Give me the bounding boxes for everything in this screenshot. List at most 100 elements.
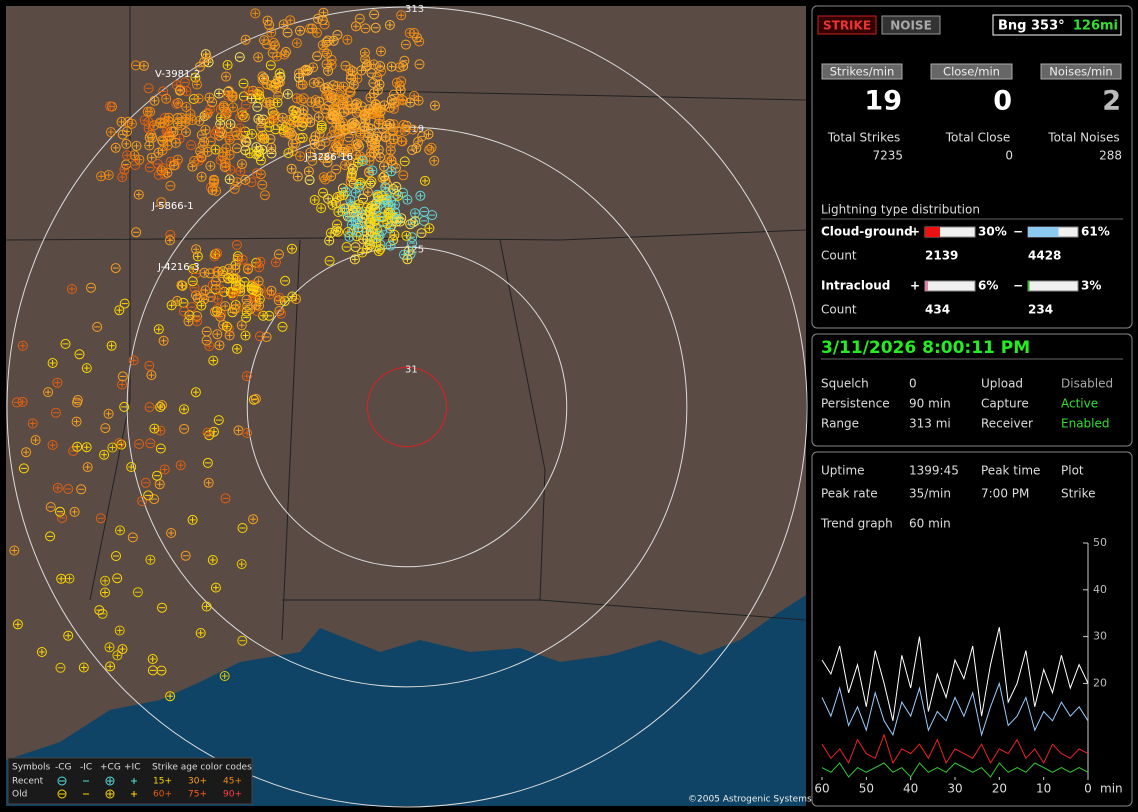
- strike-symbol: [424, 223, 435, 234]
- strike-symbol: [117, 379, 128, 390]
- noise-button-label[interactable]: NOISE: [890, 19, 932, 33]
- strike-symbol: [196, 300, 207, 311]
- strike-symbol: [344, 231, 355, 242]
- strike-symbol: [395, 216, 406, 227]
- strike-symbol: [273, 91, 284, 101]
- strike-symbol: [210, 144, 221, 155]
- strike-symbol: [347, 103, 358, 114]
- strike-symbol: [390, 207, 401, 218]
- strike-symbol: [393, 126, 404, 137]
- percent-label: 61%: [1081, 225, 1110, 239]
- strike-symbol: [350, 187, 361, 198]
- legend-box: [7, 757, 253, 805]
- strike-symbol: [407, 124, 418, 135]
- strike-symbol: [190, 72, 201, 83]
- strike-symbol: [272, 97, 283, 108]
- strike-symbol: [47, 440, 58, 450]
- percent-bar-track: [1027, 280, 1079, 292]
- strike-symbol: [320, 174, 331, 185]
- strike-symbol: [214, 127, 225, 138]
- strike-symbol: [158, 86, 169, 97]
- rate-header: Strikes/min: [830, 65, 895, 79]
- strike-symbol: [360, 23, 371, 34]
- strike-symbol: [145, 554, 156, 565]
- strike-symbol: [384, 201, 395, 212]
- strike-symbol: [353, 226, 364, 237]
- strike-symbol: [117, 172, 128, 183]
- strike-symbol: [295, 79, 306, 90]
- strike-symbol: [398, 95, 409, 106]
- total-value: 7235: [872, 149, 903, 163]
- setting-text: Disabled: [1061, 377, 1113, 391]
- strike-symbol: [157, 135, 168, 146]
- strike-symbol: [388, 184, 399, 194]
- status-panel: [811, 5, 1133, 329]
- strike-symbol: [12, 619, 23, 630]
- strike-symbol: [126, 462, 137, 472]
- strike-symbol: [221, 109, 232, 120]
- strike-symbol: [405, 97, 416, 108]
- strike-symbol: [212, 293, 223, 304]
- strike-symbol: [414, 59, 425, 70]
- legend-header: +CG: [100, 763, 121, 773]
- strike-symbol: [255, 169, 266, 180]
- strike-symbol: [250, 283, 261, 293]
- strike-symbol: [282, 89, 293, 99]
- strike-symbol: [322, 48, 333, 59]
- strike-symbol: [74, 349, 85, 360]
- strike-symbol: [367, 201, 378, 211]
- trend-line: [821, 681, 1089, 737]
- strike-symbol: [78, 662, 89, 673]
- strike-symbol: [374, 79, 385, 90]
- strike-symbol: [318, 172, 329, 183]
- strike-symbol: [147, 665, 158, 676]
- legend-symbol: [105, 776, 115, 786]
- strike-symbol: [212, 248, 223, 259]
- strike-symbol: [224, 149, 235, 160]
- strike-symbol: [251, 168, 262, 179]
- strike-symbol: [254, 262, 265, 273]
- strike-symbol: [244, 86, 255, 97]
- noise-button[interactable]: [881, 15, 941, 35]
- setting-text: 90 min: [909, 397, 951, 411]
- strike-symbol: [294, 68, 304, 79]
- strike-symbol: [337, 117, 348, 128]
- strike-symbol: [251, 142, 262, 153]
- strike-button[interactable]: [817, 15, 877, 35]
- strike-symbol: [289, 112, 300, 122]
- strike-symbol: [223, 85, 234, 96]
- strike-symbol: [324, 255, 335, 266]
- strike-symbol: [138, 60, 149, 71]
- strike-symbol: [196, 171, 207, 182]
- strike-symbol: [261, 79, 272, 89]
- strike-symbol: [147, 654, 158, 664]
- strike-symbol: [339, 98, 350, 109]
- legend-header: -CG: [55, 763, 72, 773]
- strike-symbol: [348, 207, 359, 218]
- strike-button-label[interactable]: STRIKE: [823, 19, 871, 33]
- strike-symbol: [279, 296, 290, 307]
- strike-symbol: [348, 117, 359, 128]
- strike-symbol: [45, 502, 56, 512]
- strike-symbol: [144, 162, 155, 173]
- legend-age: 45+: [223, 777, 242, 787]
- strike-symbol: [164, 235, 175, 246]
- strike-symbol: [201, 601, 212, 612]
- strike-symbol: [55, 662, 66, 673]
- strike-symbol: [309, 139, 320, 149]
- setting-text: 313 mi: [909, 417, 951, 431]
- strike-symbol: [199, 267, 210, 278]
- strike-symbol: [196, 130, 207, 140]
- strike-symbol: [350, 242, 361, 253]
- strike-symbol: [149, 423, 160, 434]
- strike-symbol: [376, 46, 386, 57]
- strike-symbol: [143, 490, 154, 501]
- strike-symbol: [285, 15, 296, 26]
- strike-symbol: [235, 123, 246, 134]
- strike-symbol: [321, 37, 332, 48]
- strike-symbol: [166, 528, 177, 538]
- strike-symbol: [253, 52, 264, 63]
- strike-symbol: [372, 85, 383, 96]
- strike-symbol: [210, 128, 220, 139]
